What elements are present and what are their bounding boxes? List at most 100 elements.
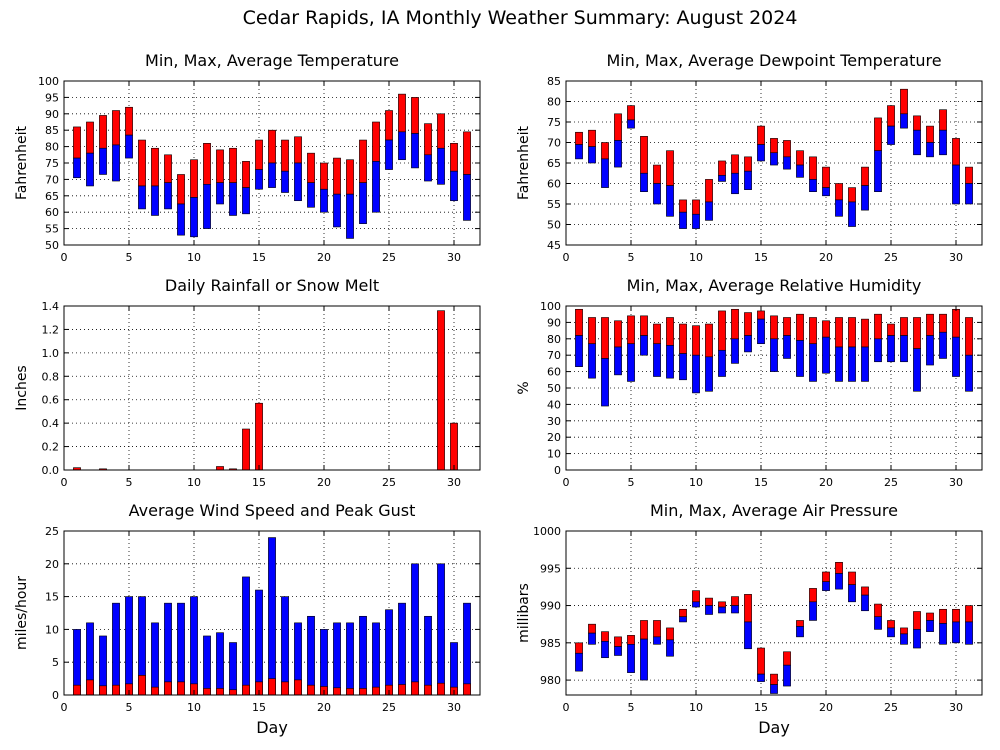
temperature-bar-lower (73, 157, 81, 179)
pressure-bar-upper (601, 631, 609, 642)
temperature-ytick-label: 80 (45, 141, 59, 154)
rainfall-bar (242, 428, 250, 471)
wind-ytick-label: 0 (52, 689, 59, 702)
temperature-ytick-label: 95 (45, 91, 59, 104)
temperature-ytick-label: 75 (45, 157, 59, 170)
pressure-bar-lower (692, 601, 700, 608)
humidity-bar-lower (965, 354, 973, 392)
humidity-bar-lower (848, 346, 856, 382)
wind-gust-bar (268, 537, 276, 696)
wind-gust-bar (463, 602, 471, 696)
dewpoint-bar-lower (653, 183, 661, 205)
temperature-bar-lower (359, 182, 367, 224)
humidity-bar-upper (952, 308, 960, 338)
pressure-bar-lower (835, 573, 843, 590)
wind-avg-bar (411, 681, 419, 696)
temperature-bar-upper (229, 147, 237, 183)
dewpoint-bar-upper (887, 105, 895, 127)
wind-ylabel: miles/hour (14, 576, 30, 650)
pressure-bar-upper (770, 673, 778, 685)
dewpoint-ytick-label: 45 (547, 239, 561, 252)
dewpoint-bar-lower (861, 185, 869, 211)
temperature-bar-upper (320, 162, 328, 190)
pressure-bar-upper (822, 571, 830, 582)
temperature-bar-lower (190, 197, 198, 238)
temperature-bar-upper (99, 115, 107, 149)
humidity-ytick-label: 70 (547, 349, 561, 362)
dewpoint-bar-upper (640, 136, 648, 174)
humidity-bar-lower (939, 331, 947, 359)
pressure-bar-upper (874, 603, 882, 618)
humidity-bar-upper (939, 313, 947, 333)
humidity-bar-upper (965, 317, 973, 356)
pressure-title: Min, Max, Average Air Pressure (650, 501, 898, 520)
temperature-bar-lower (268, 162, 276, 188)
dewpoint-ytick-label: 65 (547, 157, 561, 170)
temperature-bar-upper (203, 143, 211, 185)
rainfall-ytick-label: 1.0 (42, 347, 60, 360)
pressure-xtick-label: 10 (689, 701, 703, 714)
rainfall-bar (216, 466, 224, 471)
wind-gust-bar (346, 622, 354, 696)
temperature-bar-upper (177, 174, 185, 205)
temperature-ytick-label: 100 (38, 75, 59, 88)
humidity-bar-upper (757, 310, 765, 320)
humidity-bar-upper (900, 317, 908, 336)
humidity-bar-lower (614, 346, 622, 376)
rainfall-xtick-label: 15 (252, 476, 266, 489)
humidity-bar-upper (653, 323, 661, 345)
dewpoint-bar-upper (835, 183, 843, 201)
humidity-bar-upper (614, 320, 622, 348)
temperature-bar-upper (242, 161, 250, 188)
dewpoint-title: Min, Max, Average Dewpoint Temperature (606, 51, 941, 70)
pressure-ylabel: millibars (516, 583, 532, 643)
pressure-bar-lower (757, 673, 765, 682)
chart-panels: Min, Max, Average Temperature50556065707… (14, 51, 983, 737)
temperature-bar-lower (255, 169, 263, 190)
dewpoint-xtick-label: 15 (754, 251, 768, 264)
dewpoint-bar-lower (614, 140, 622, 168)
humidity-bar-lower (640, 335, 648, 356)
humidity-bar-lower (627, 343, 635, 382)
temperature-bar-upper (398, 93, 406, 133)
wind-gust-bar (203, 635, 211, 696)
dewpoint-xtick-label: 20 (819, 251, 833, 264)
temperature-ytick-label: 60 (45, 206, 59, 219)
dewpoint-bar-lower (705, 201, 713, 221)
pressure-bar-upper (913, 611, 921, 630)
dewpoint-bar-lower (718, 175, 726, 182)
pressure-xtick-label: 25 (884, 701, 898, 714)
temperature-bar-upper (190, 159, 198, 198)
temperature-bar-upper (281, 139, 289, 172)
temperature-bar-upper (294, 136, 302, 164)
dewpoint-bar-lower (666, 185, 674, 217)
dewpoint-bar-lower (692, 213, 700, 229)
temperature-bar-lower (151, 185, 159, 216)
dewpoint-bar-lower (627, 119, 635, 129)
pressure-bar-upper (666, 627, 674, 641)
humidity-bar-upper (913, 317, 921, 349)
pressure-xtick-label: 15 (754, 701, 768, 714)
pressure-bar-upper (861, 586, 869, 596)
temperature-bar-lower (203, 184, 211, 229)
dewpoint-bar-upper (575, 131, 583, 145)
dewpoint-bar-upper (783, 140, 791, 158)
temperature-xtick-label: 5 (126, 251, 133, 264)
wind-gust-bar (281, 596, 289, 696)
wind-gust-bar (229, 642, 237, 696)
pressure-bar-lower (614, 646, 622, 656)
wind-avg-bar (73, 684, 81, 696)
dewpoint-xtick-label: 10 (689, 251, 703, 264)
dewpoint-bar-upper (926, 125, 934, 143)
dewpoint-bar-lower (770, 152, 778, 166)
humidity-xtick-label: 30 (949, 476, 963, 489)
wind-gust-bar (372, 622, 380, 696)
wind-xtick-label: 10 (187, 701, 201, 714)
pressure-bar-upper (692, 590, 700, 603)
humidity-bar-lower (770, 338, 778, 372)
wind-xtick-label: 25 (382, 701, 396, 714)
dewpoint-bar-upper (809, 156, 817, 180)
pressure-bar-upper (809, 588, 817, 603)
wind-avg-bar (164, 681, 172, 696)
rainfall-panel: Daily Rainfall or Snow Melt 0.0 0.2 0.4 0.6 0… (14, 276, 481, 489)
